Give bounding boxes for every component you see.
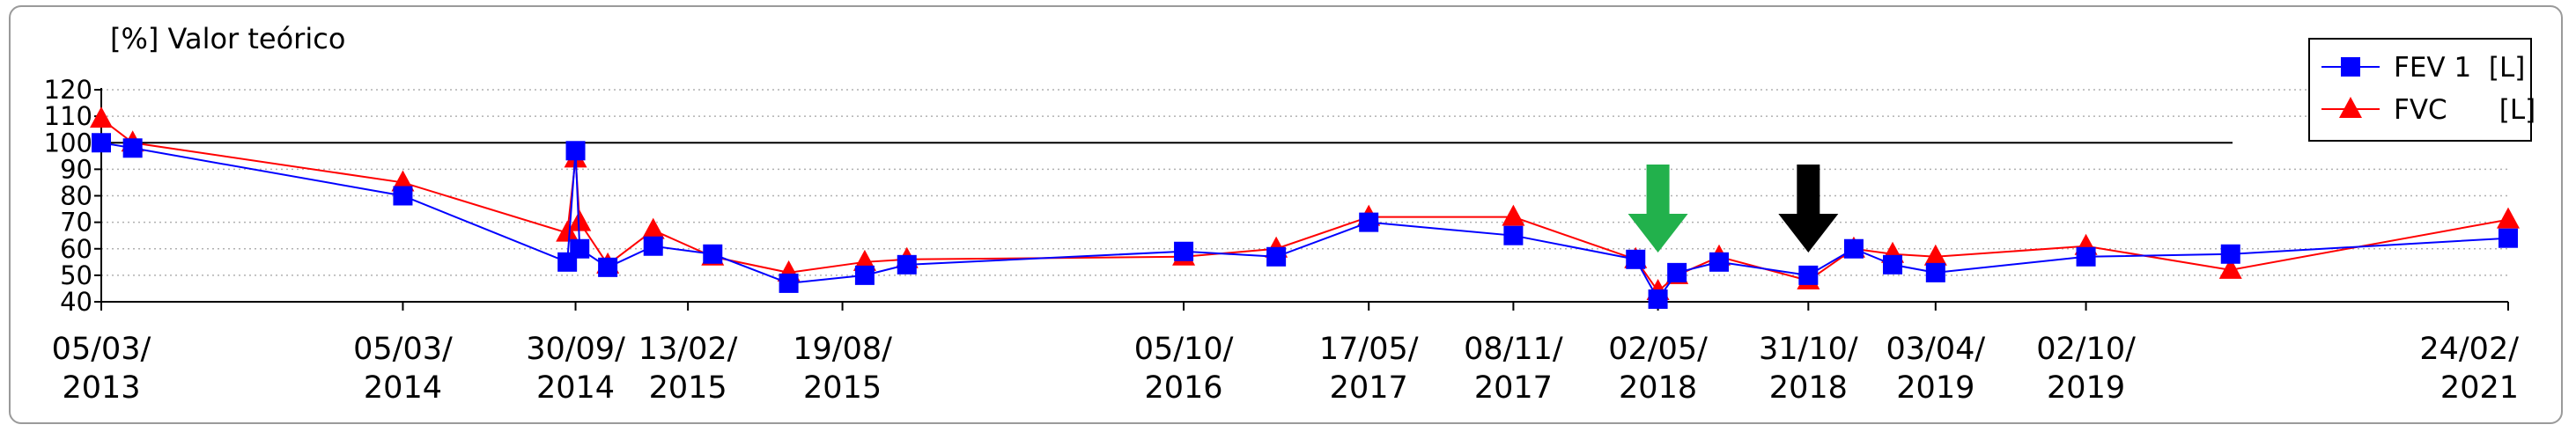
data-point	[1359, 212, 1379, 232]
legend-triangle-icon	[2339, 97, 2362, 118]
data-point	[568, 209, 592, 231]
legend-label: FEV 1 [L]	[2394, 52, 2525, 84]
x-tick-label: 17/05/	[1319, 332, 1419, 367]
data-point	[1843, 238, 1864, 259]
x-tick-label: 03/04/	[1886, 332, 1985, 367]
x-tick-label: 2017	[1474, 370, 1553, 406]
data-point	[393, 186, 413, 206]
x-tick-label: 2017	[1330, 370, 1408, 406]
x-tick-label: 2015	[649, 370, 727, 406]
data-point	[1648, 289, 1668, 309]
y-tick-label: 40	[60, 287, 92, 317]
data-point	[2498, 228, 2518, 248]
x-tick-label: 2019	[1896, 370, 1974, 406]
data-point	[570, 238, 590, 259]
data-point	[1626, 249, 1646, 269]
data-point	[598, 257, 618, 277]
unit-label: [%] Valor teórico	[110, 22, 345, 55]
x-tick-label: 2016	[1145, 370, 1223, 406]
x-tick-label: 2021	[2440, 370, 2519, 406]
x-tick-label: 02/05/	[1608, 332, 1708, 367]
x-tick-label: 2015	[803, 370, 882, 406]
data-point	[1923, 244, 1947, 266]
grid	[101, 89, 2508, 303]
y-tick-label: 50	[60, 260, 92, 290]
x-tick-label: 2014	[536, 370, 615, 406]
data-point	[1925, 262, 1945, 282]
chart-frame	[9, 5, 2563, 424]
data-point	[1667, 262, 1687, 282]
data-point	[122, 138, 143, 158]
y-tick-label: 120	[44, 75, 92, 105]
data-point	[565, 141, 586, 161]
series-line	[100, 118, 2509, 293]
data-point	[90, 106, 113, 128]
data-point	[1883, 254, 1903, 275]
x-tick-label: 2019	[2047, 370, 2125, 406]
data-point	[703, 244, 723, 264]
x-tick-label: 31/10/	[1759, 332, 1858, 367]
data-point	[641, 217, 665, 239]
data-point	[897, 254, 917, 275]
data-point	[92, 133, 111, 153]
data-point	[2076, 246, 2096, 267]
annotations	[1628, 165, 1839, 253]
x-tick-label: 2013	[62, 370, 140, 406]
data-point	[1502, 204, 1525, 226]
data-point	[1266, 246, 1287, 267]
data-point	[779, 273, 799, 293]
x-tick-label: 05/10/	[1134, 332, 1234, 367]
y-tick-label: 70	[60, 208, 92, 238]
x-tick-label: 2018	[1769, 370, 1848, 406]
x-tick-label: 2018	[1619, 370, 1697, 406]
y-tick-label: 80	[60, 181, 92, 211]
data-point	[854, 265, 875, 285]
series	[90, 106, 2520, 309]
y-tick-label: 110	[44, 101, 92, 131]
data-point	[2497, 207, 2520, 229]
x-tick-label: 05/03/	[52, 332, 151, 367]
arrow-down-icon	[1778, 165, 1839, 253]
data-point	[556, 220, 579, 242]
axes: 40506070809010011012005/03/201305/03/201…	[44, 75, 2520, 406]
arrow-down-icon	[1628, 165, 1688, 253]
x-tick-label: 30/09/	[526, 332, 625, 367]
legend-label: FVC [L]	[2394, 94, 2535, 126]
x-tick-label: 02/10/	[2036, 332, 2136, 367]
data-point	[643, 236, 663, 256]
legend-box	[2308, 38, 2532, 142]
x-tick-label: 05/03/	[353, 332, 453, 367]
data-point	[391, 170, 415, 192]
x-tick-label: 08/11/	[1464, 332, 1563, 367]
y-tick-label: 100	[44, 128, 92, 157]
x-tick-label: 13/02/	[638, 332, 738, 367]
data-point	[1798, 265, 1819, 285]
y-tick-label: 90	[60, 154, 92, 184]
legend-square-icon	[2341, 57, 2360, 77]
x-tick-label: 2014	[364, 370, 442, 406]
data-point	[1174, 241, 1194, 261]
y-tick-label: 60	[60, 234, 92, 264]
data-point	[2218, 257, 2242, 279]
data-point	[1503, 225, 1524, 245]
data-point	[853, 249, 876, 271]
legend[interactable]: FEV 1 [L] FVC [L]	[2308, 38, 2535, 142]
x-tick-label: 19/08/	[793, 332, 892, 367]
x-tick-label: 24/02/	[2419, 332, 2519, 367]
data-point	[2220, 244, 2240, 264]
data-point	[1709, 252, 1730, 272]
